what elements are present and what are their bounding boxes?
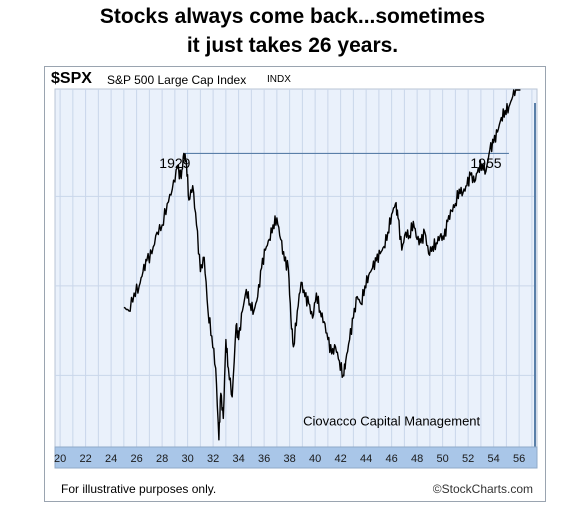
x-tick-label: 24: [105, 453, 117, 465]
annotation-year-1955: 1955: [470, 155, 501, 171]
x-tick-label: 30: [181, 453, 193, 465]
annotation-year-1929: 1929: [159, 155, 190, 171]
x-axis-band: [54, 446, 538, 469]
grid: [55, 89, 537, 447]
price-chart: 1929 1955 Ciovacco Capital Management 20 22…: [54, 88, 538, 469]
x-tick-label: 48: [411, 453, 423, 465]
x-tick-label: 40: [309, 453, 321, 465]
headline-line-1: Stocks always come back...sometimes: [99, 5, 486, 28]
x-tick-label: 32: [207, 453, 219, 465]
x-tick-label: 42: [335, 453, 347, 465]
source-credit[interactable]: ©StockCharts.com: [432, 482, 533, 496]
x-tick-label: 28: [156, 453, 168, 465]
chart-frame: $SPX S&P 500 Large Cap Index INDX 1929 19…: [44, 66, 546, 502]
x-tick-label: 54: [488, 453, 500, 465]
x-tick-label: 46: [386, 453, 398, 465]
x-tick-label: 26: [130, 453, 142, 465]
plot-area: [54, 88, 538, 448]
series-line-spx: [123, 89, 521, 441]
annotations: 1929 1955 Ciovacco Capital Management: [159, 155, 501, 429]
x-tick-label: 38: [283, 453, 295, 465]
x-tick-label: 50: [437, 453, 449, 465]
disclaimer: For illustrative purposes only.: [61, 482, 217, 496]
headline-line-2: it just takes 26 years.: [186, 34, 399, 57]
x-tick-label: 36: [258, 453, 270, 465]
x-tick-label: 22: [79, 453, 91, 465]
ticker-bar: $SPX S&P 500 Large Cap Index INDX: [45, 67, 545, 89]
ticker-exchange: INDX: [267, 74, 291, 85]
x-tick-label: 34: [232, 453, 244, 465]
ticker-symbol: $SPX: [51, 70, 92, 87]
x-axis-ticks: 20 22 24 26 28 30 32 34 36 38 40 42 44 46 48 50 52 54 56: [54, 453, 525, 465]
x-tick-label: 56: [513, 453, 525, 465]
x-tick-label: 52: [462, 453, 474, 465]
x-tick-label: 20: [54, 453, 66, 465]
x-tick-label: 44: [360, 453, 372, 465]
annotation-credit: Ciovacco Capital Management: [303, 414, 480, 429]
ticker-description: S&P 500 Large Cap Index: [107, 73, 247, 87]
